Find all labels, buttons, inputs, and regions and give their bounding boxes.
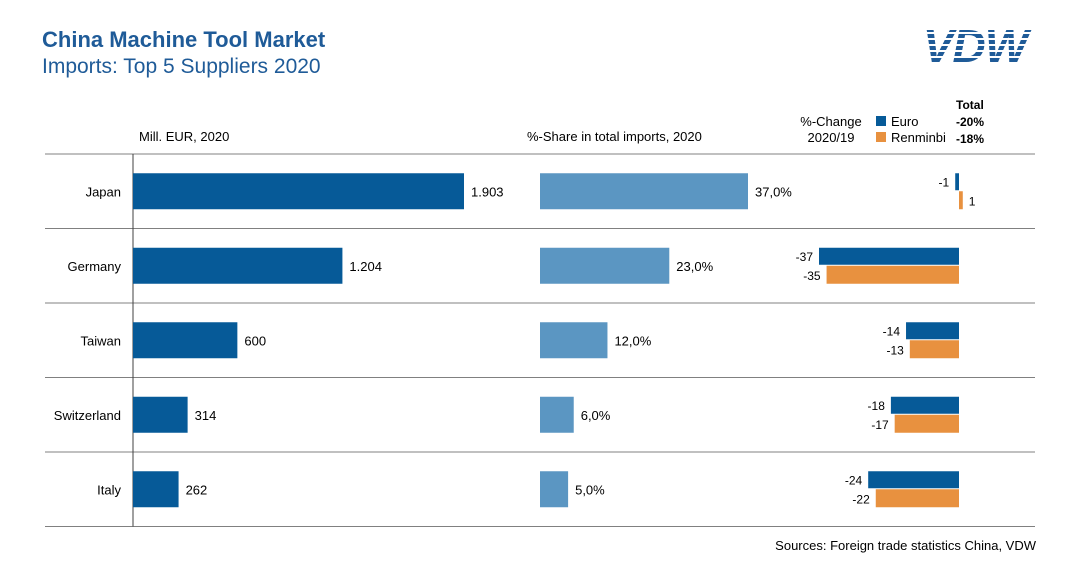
renminbi-change-bar <box>909 340 959 359</box>
renminbi-change-label: -35 <box>803 269 821 283</box>
value-bar <box>133 396 188 433</box>
renminbi-change-bar <box>959 191 963 210</box>
share-bar <box>540 322 608 359</box>
chart-title: China Machine Tool Market <box>42 27 326 52</box>
share-data-label: 12,0% <box>614 333 651 348</box>
legend-euro-swatch <box>876 116 886 126</box>
share-data-label: 37,0% <box>755 184 792 199</box>
value-bar <box>133 173 464 210</box>
source-note: Sources: Foreign trade statistics China,… <box>775 538 1036 553</box>
category-label: Taiwan <box>81 333 121 348</box>
category-label: Germany <box>68 259 122 274</box>
euro-change-label: -14 <box>883 324 901 338</box>
euro-change-bar <box>890 396 959 414</box>
value-column-header: Mill. EUR, 2020 <box>139 129 230 144</box>
euro-change-label: -18 <box>868 399 886 413</box>
category-label: Italy <box>97 482 121 497</box>
renminbi-change-label: -17 <box>871 418 889 432</box>
share-bar <box>540 471 569 508</box>
share-data-label: 5,0% <box>575 482 605 497</box>
renminbi-change-label: -13 <box>886 343 904 357</box>
value-bar <box>133 322 238 359</box>
renminbi-change-bar <box>894 414 959 433</box>
euro-change-bar <box>868 471 959 489</box>
renminbi-change-bar <box>875 489 959 508</box>
euro-change-label: -1 <box>939 175 950 189</box>
euro-change-label: -24 <box>845 473 863 487</box>
share-column-header: %-Share in total imports, 2020 <box>527 129 702 144</box>
change-header-line1: %-Change <box>800 114 862 129</box>
legend-euro-label: Euro <box>891 114 919 129</box>
share-data-label: 6,0% <box>581 408 611 423</box>
vdw-logo: VDW <box>923 22 1033 68</box>
value-data-label: 314 <box>195 408 217 423</box>
value-bar <box>133 247 343 284</box>
svg-text:VDW: VDW <box>923 22 1032 68</box>
value-data-label: 262 <box>186 482 208 497</box>
share-data-label: 23,0% <box>676 259 713 274</box>
value-data-label: 600 <box>244 333 266 348</box>
legend-renminbi-label: Renminbi <box>891 130 946 145</box>
euro-change-bar <box>819 247 959 265</box>
value-data-label: 1.903 <box>471 184 504 199</box>
value-bar <box>133 471 179 508</box>
share-bar <box>540 247 670 284</box>
euro-change-bar <box>906 322 959 340</box>
total-label: Total <box>956 98 984 112</box>
category-label: Switzerland <box>54 408 121 423</box>
change-header-line2: 2020/19 <box>807 130 855 145</box>
share-bar <box>540 396 574 433</box>
renminbi-change-label: -22 <box>852 492 870 506</box>
total-renminbi-value: -18% <box>956 132 985 146</box>
renminbi-change-bar <box>826 265 959 284</box>
renminbi-change-label: 1 <box>969 194 976 208</box>
euro-change-bar <box>955 173 959 191</box>
euro-change-label: -37 <box>796 250 814 264</box>
value-data-label: 1.204 <box>349 259 382 274</box>
total-euro-value: -20% <box>956 115 985 129</box>
share-bar <box>540 173 748 210</box>
category-label: Japan <box>86 184 121 199</box>
chart-subtitle: Imports: Top 5 Suppliers 2020 <box>42 55 321 78</box>
legend-renminbi-swatch <box>876 132 886 142</box>
